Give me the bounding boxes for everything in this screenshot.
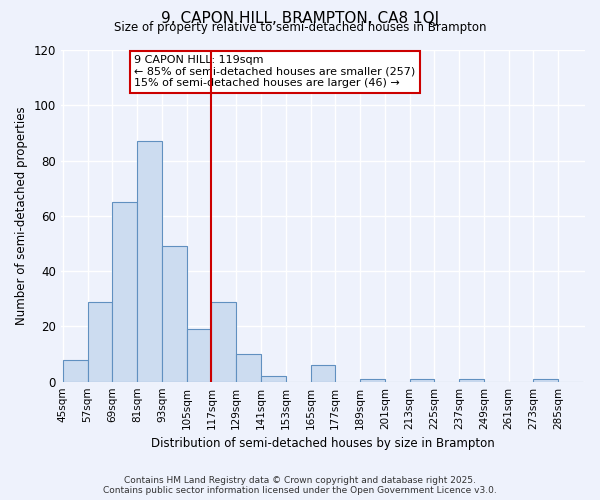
Bar bbox=[410, 379, 434, 382]
Bar bbox=[187, 329, 211, 382]
Text: Contains HM Land Registry data © Crown copyright and database right 2025.
Contai: Contains HM Land Registry data © Crown c… bbox=[103, 476, 497, 495]
Bar bbox=[311, 365, 335, 382]
Text: 9, CAPON HILL, BRAMPTON, CA8 1QJ: 9, CAPON HILL, BRAMPTON, CA8 1QJ bbox=[161, 11, 439, 26]
Bar bbox=[236, 354, 261, 382]
Bar bbox=[459, 379, 484, 382]
Bar bbox=[261, 376, 286, 382]
Bar bbox=[162, 246, 187, 382]
Bar bbox=[211, 302, 236, 382]
Text: Size of property relative to semi-detached houses in Brampton: Size of property relative to semi-detach… bbox=[114, 22, 486, 35]
Bar bbox=[360, 379, 385, 382]
Bar bbox=[112, 202, 137, 382]
Text: 9 CAPON HILL: 119sqm
← 85% of semi-detached houses are smaller (257)
15% of semi: 9 CAPON HILL: 119sqm ← 85% of semi-detac… bbox=[134, 55, 415, 88]
Y-axis label: Number of semi-detached properties: Number of semi-detached properties bbox=[15, 106, 28, 325]
Bar bbox=[63, 360, 88, 382]
Bar bbox=[88, 302, 112, 382]
Bar bbox=[533, 379, 558, 382]
X-axis label: Distribution of semi-detached houses by size in Brampton: Distribution of semi-detached houses by … bbox=[151, 437, 495, 450]
Bar bbox=[137, 141, 162, 382]
